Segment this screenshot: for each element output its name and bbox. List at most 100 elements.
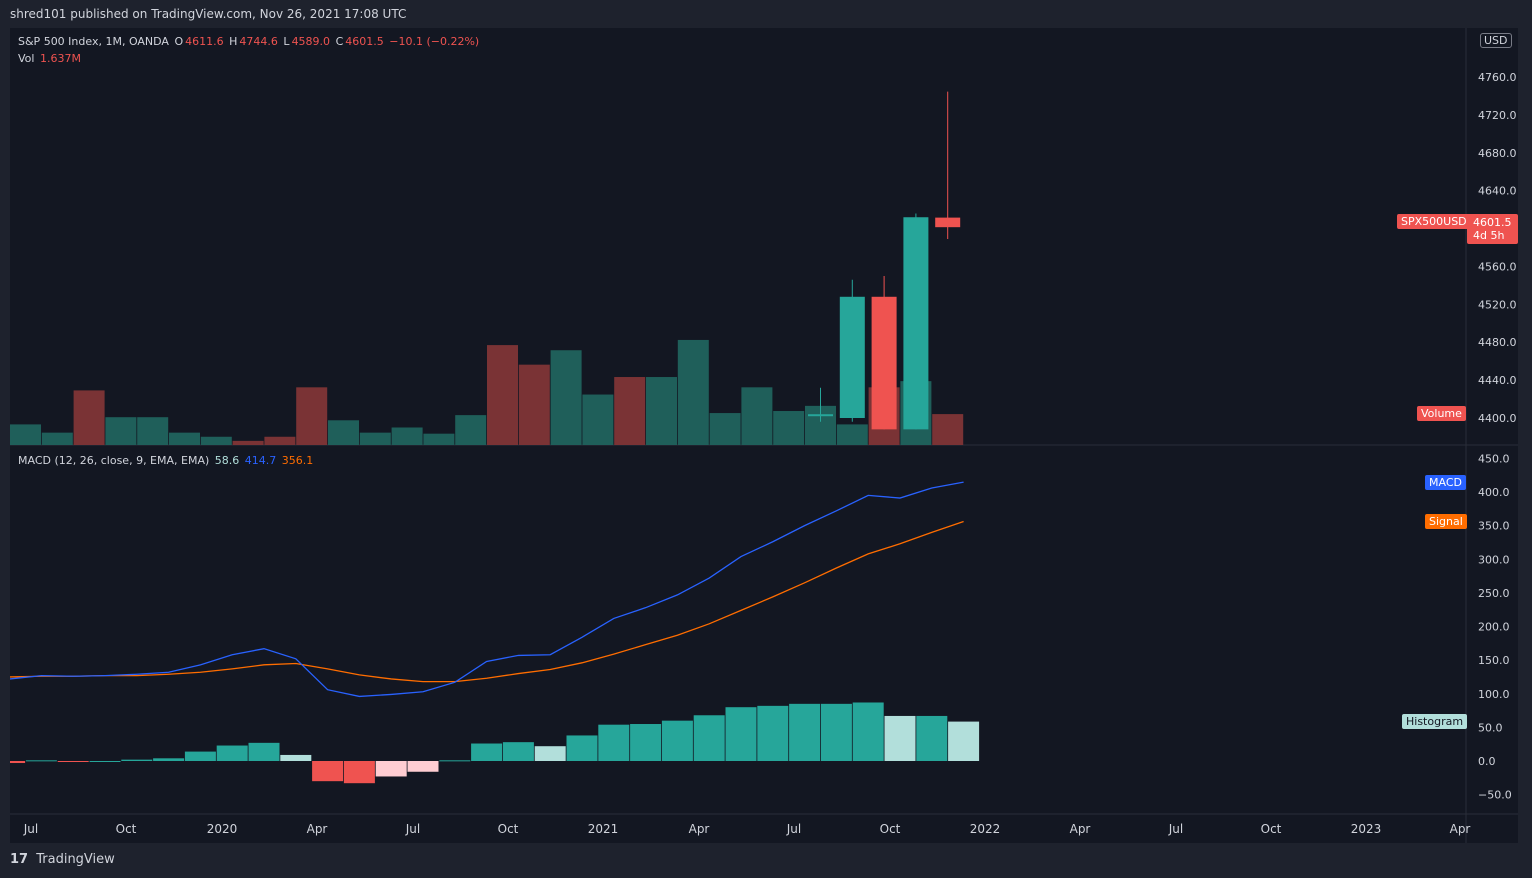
macd-tick-label: −50.0	[1478, 789, 1512, 802]
volume-bar	[264, 436, 296, 445]
time-tick-label: Oct	[498, 822, 519, 836]
chart-canvas[interactable]: 4400.0 4440.0 4480.0 4520.0 4560.0 4640.0 4680…	[10, 28, 1518, 843]
price-tick-label: 4400.0	[1478, 412, 1517, 425]
histogram-bar	[661, 720, 693, 761]
tradingview-logo-icon: 17	[10, 852, 29, 867]
volume-bar	[836, 424, 868, 445]
volume-bar	[614, 377, 646, 445]
hist-value: 58.6	[214, 454, 240, 467]
signal-tag: Signal	[1425, 514, 1467, 529]
time-tick-label: 2021	[588, 822, 619, 836]
histogram-bar	[89, 761, 121, 762]
histogram-bar	[948, 721, 980, 761]
time-tick-label: Oct	[116, 822, 137, 836]
published-text: shred101 published on TradingView.com, N…	[10, 7, 407, 21]
volume-bar	[296, 387, 328, 445]
time-tick-label: Apr	[689, 822, 710, 836]
candle-body	[935, 217, 961, 228]
price-tick-label: 4520.0	[1478, 298, 1517, 311]
histogram-bar	[502, 742, 534, 761]
high-value: 4744.6	[239, 35, 278, 48]
histogram-bar	[820, 703, 852, 761]
close-label: C	[335, 35, 344, 48]
volume-legend: Vol 1.637M	[18, 52, 83, 65]
macd-legend: MACD (12, 26, close, 9, EMA, EMA) 58.6 4…	[18, 454, 315, 467]
time-tick-label: Apr	[1070, 822, 1091, 836]
symbol-tag: SPX500USD	[1397, 214, 1471, 229]
time-tick-label: Oct	[880, 822, 901, 836]
volume-bar	[200, 436, 232, 445]
currency-button[interactable]: USD	[1480, 33, 1512, 48]
histogram-bar	[10, 761, 26, 764]
signal-value: 356.1	[281, 454, 314, 467]
histogram-bar	[534, 746, 566, 761]
histogram-bar	[757, 705, 789, 761]
volume-bar	[41, 432, 73, 445]
histogram-bar	[471, 743, 503, 761]
close-value: 4601.5	[345, 35, 384, 48]
volume-bar	[232, 440, 264, 445]
macd-tag: MACD	[1425, 475, 1466, 490]
volume-bar	[487, 345, 518, 445]
vol-value: 1.637M	[39, 52, 81, 65]
time-tick-label: 2022	[970, 822, 1001, 836]
price-tick-label: 4560.0	[1478, 260, 1517, 273]
vol-label[interactable]: Vol	[18, 52, 35, 65]
volume-bar	[328, 420, 359, 445]
chart-frame[interactable]: 4400.0 4440.0 4480.0 4520.0 4560.0 4640.0 4680…	[10, 28, 1518, 843]
low-label: L	[283, 35, 290, 48]
macd-tick-label: 350.0	[1478, 520, 1510, 533]
histogram-bar	[153, 758, 185, 761]
macd-tick-label: 200.0	[1478, 621, 1510, 634]
countdown-value: 4d 5h	[1473, 229, 1505, 242]
histogram-bar	[884, 715, 916, 761]
volume-bar	[932, 414, 964, 445]
volume-bar	[773, 411, 805, 445]
change-value: −10.1 (−0.22%)	[389, 35, 480, 48]
price-tick-label: 4760.0	[1478, 71, 1517, 84]
macd-value: 414.7	[244, 454, 277, 467]
price-tag: 4601.5 4d 5h	[1467, 214, 1518, 244]
volume-bar	[709, 413, 741, 445]
volume-bar	[10, 424, 41, 445]
histogram-bar	[121, 759, 153, 761]
histogram-bar	[312, 761, 344, 782]
histogram-bar	[25, 760, 57, 762]
histogram-bar	[248, 742, 280, 761]
volume-bar	[169, 432, 200, 445]
macd-indicator-label[interactable]: MACD (12, 26, close, 9, EMA, EMA)	[18, 454, 210, 467]
histogram-bar	[184, 751, 216, 761]
volume-bar	[73, 390, 105, 445]
macd-tick-label: 450.0	[1478, 452, 1510, 465]
candle-body	[871, 296, 897, 430]
time-tick-label: Apr	[307, 822, 328, 836]
histogram-bar	[852, 702, 884, 761]
time-tick-label: 2020	[207, 822, 238, 836]
histogram-bar	[789, 703, 821, 761]
histogram-bar	[693, 715, 725, 761]
macd-tick-label: 250.0	[1478, 587, 1510, 600]
time-tick-label: Jul	[405, 822, 420, 836]
price-tick-label: 4440.0	[1478, 374, 1517, 387]
volume-bar	[582, 394, 614, 445]
volume-tag: Volume	[1417, 406, 1466, 421]
high-label: H	[229, 35, 238, 48]
volume-bar	[677, 339, 709, 445]
volume-bar	[423, 433, 455, 445]
symbol-label[interactable]: S&P 500 Index, 1M, OANDA	[18, 35, 169, 48]
histogram-bar	[375, 761, 407, 777]
brand-text: TradingView	[36, 852, 115, 867]
volume-bar	[518, 364, 550, 445]
volume-bar	[137, 417, 169, 445]
macd-tick-label: 300.0	[1478, 553, 1510, 566]
time-tick-label: 2023	[1351, 822, 1382, 836]
volume-bar	[391, 427, 423, 445]
histogram-bar	[280, 754, 312, 761]
volume-bar	[646, 377, 677, 445]
price-tick-label: 4640.0	[1478, 185, 1517, 198]
price-tag-value: 4601.5	[1473, 216, 1512, 229]
volume-bar	[359, 432, 391, 445]
main-legend: S&P 500 Index, 1M, OANDA O 4611.6 H 4744.6…	[18, 35, 481, 48]
macd-line	[10, 481, 964, 698]
footer-brand: 17 TradingView	[10, 852, 115, 867]
